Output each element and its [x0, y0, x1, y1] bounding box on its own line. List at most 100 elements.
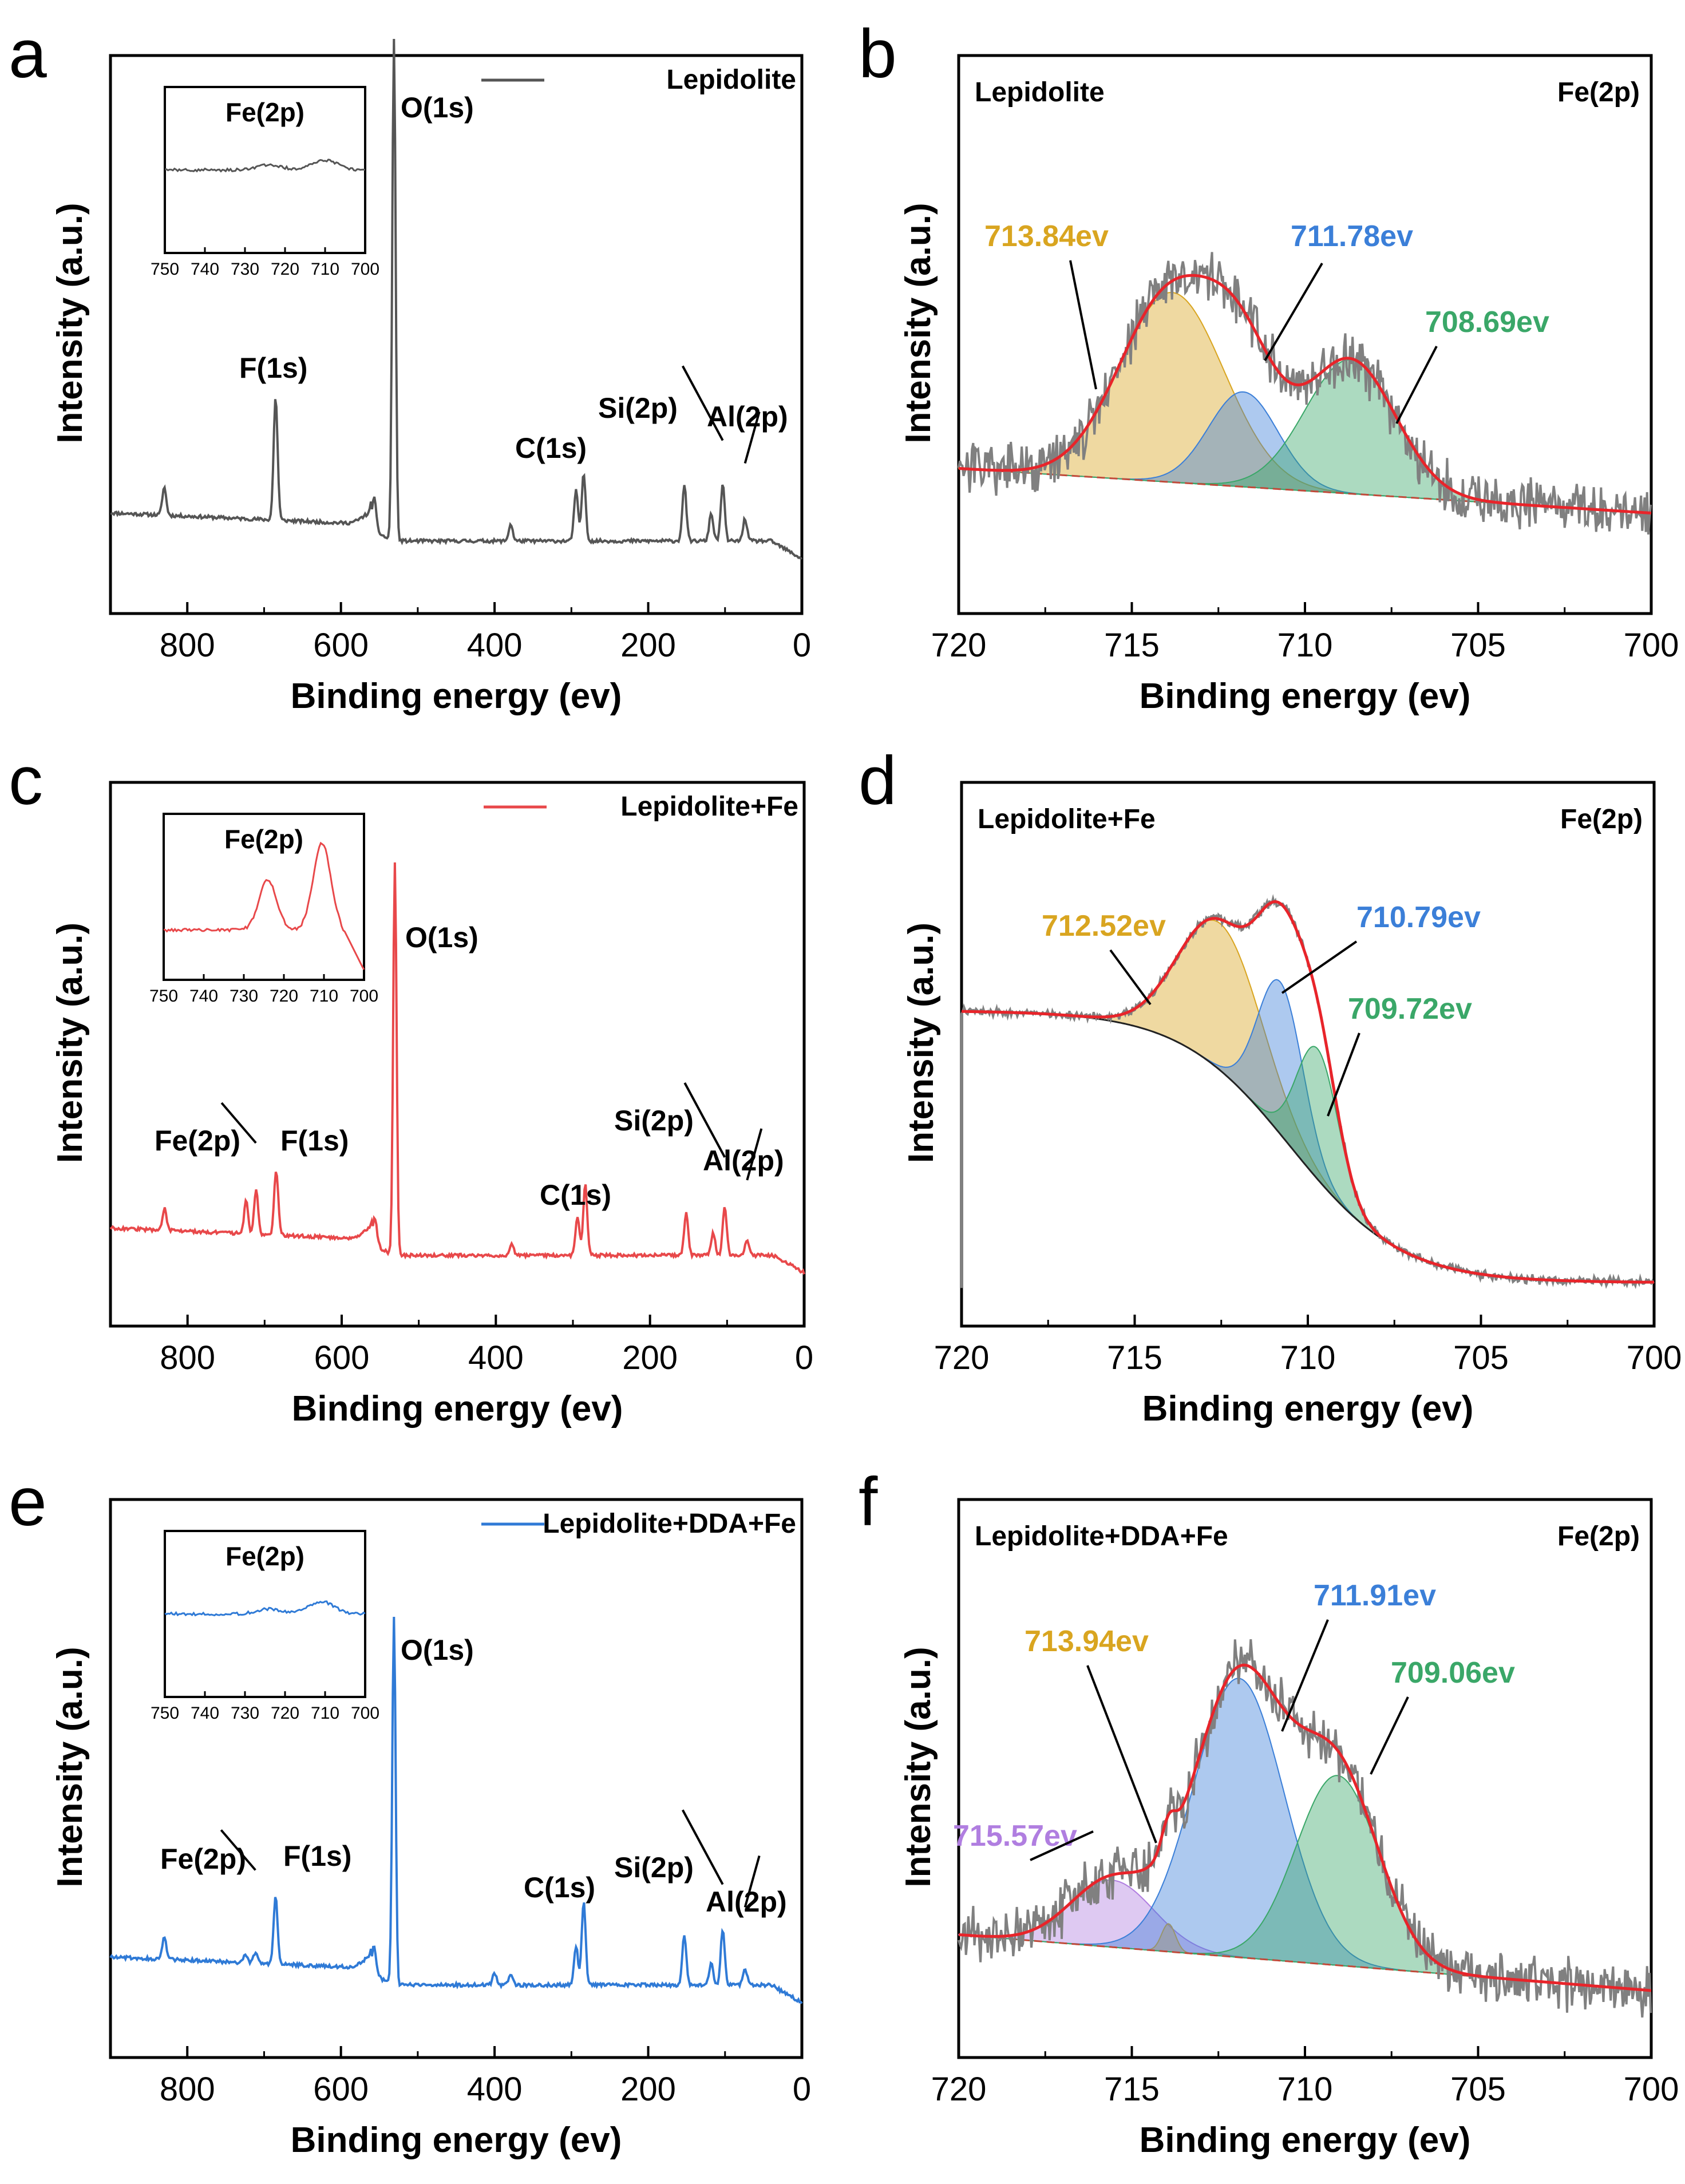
- inset-tick-label: 710: [310, 987, 338, 1006]
- x-tick-label: 600: [313, 627, 369, 664]
- component-label: 713.84ev: [984, 220, 1109, 253]
- panel-letter: a: [9, 15, 47, 92]
- panel-a: a 800 600 400 200 0 Binding energy (ev) Intensi…: [9, 15, 811, 716]
- inset-tick-label: 710: [311, 1704, 339, 1723]
- x-tick-label: 710: [1277, 627, 1333, 664]
- peak-annotation: O(1s): [401, 1634, 474, 1666]
- inset-line: [163, 841, 365, 970]
- leader-line: [743, 1855, 761, 1908]
- leader-line: [746, 1128, 763, 1181]
- leader-line: [220, 1829, 256, 1871]
- leader-line: [1395, 346, 1438, 424]
- inset-title: Fe(2p): [226, 1541, 304, 1571]
- inset-tick-label: 730: [230, 987, 258, 1006]
- element-label: Fe(2p): [1557, 77, 1640, 108]
- x-tick-label: 200: [622, 1339, 678, 1376]
- survey-line: [109, 862, 805, 1275]
- legend-label: Lepidolite+DDA+Fe: [543, 1509, 796, 1539]
- inset-line: [164, 1600, 366, 1617]
- leader-line: [681, 365, 724, 441]
- fit-component: [958, 1775, 1652, 1991]
- x-tick-label: 0: [793, 2071, 811, 2108]
- panel-letter: f: [859, 1463, 878, 1540]
- peak-annotation: O(1s): [401, 92, 474, 124]
- leader-line: [1069, 260, 1097, 390]
- inset-tick-label: 720: [271, 1704, 299, 1723]
- x-tick-label: 0: [793, 627, 811, 664]
- peak-annotation: C(1s): [524, 1872, 595, 1904]
- x-tick-label: 700: [1624, 627, 1679, 664]
- peak-annotation: C(1s): [540, 1179, 611, 1211]
- x-tick-label: 200: [620, 627, 676, 664]
- y-axis-title: Intensity (a.u.): [901, 923, 941, 1163]
- x-tick-label: 700: [1627, 1339, 1682, 1376]
- inset-frame: [163, 813, 365, 981]
- legend-label: Lepidolite: [666, 65, 796, 95]
- element-label: Fe(2p): [1557, 1521, 1640, 1552]
- sample-label: Lepidolite: [975, 77, 1105, 108]
- leader-line: [1086, 1665, 1157, 1843]
- x-tick-label: 400: [467, 627, 523, 664]
- component-label: 713.94ev: [1025, 1625, 1149, 1658]
- x-tick-label: 705: [1450, 627, 1506, 664]
- x-tick-label: 0: [795, 1339, 813, 1376]
- component-label: 709.72ev: [1348, 992, 1472, 1026]
- peak-annotation: F(1s): [239, 352, 307, 384]
- x-tick-label: 720: [934, 1339, 990, 1376]
- inset-fe2p: Fe(2p) 750 740 730 720 710 700: [149, 813, 378, 1006]
- component-label: 712.52ev: [1042, 909, 1166, 943]
- leader-line: [683, 1082, 726, 1158]
- panel-letter: e: [9, 1463, 47, 1540]
- panel-d: d 720 715 710 705 700 Binding energy (ev) Inten…: [859, 742, 1682, 1429]
- x-tick-label: 400: [467, 2071, 523, 2108]
- survey-line: [109, 1616, 803, 2004]
- component-label: 711.91ev: [1314, 1579, 1436, 1612]
- peak-annotation: F(1s): [280, 1125, 349, 1157]
- x-tick-label: 800: [160, 2071, 215, 2108]
- x-tick-label: 800: [160, 627, 215, 664]
- component-label: 708.69ev: [1425, 306, 1549, 339]
- fit-baseline: [958, 1934, 1652, 1992]
- panel-e: e 800 600 400 200 0 Binding energy (ev) Intensi…: [9, 1463, 811, 2160]
- x-tick-label: 710: [1280, 1339, 1336, 1376]
- inset-tick-label: 700: [351, 1704, 379, 1723]
- fit-component: [962, 1011, 1654, 1283]
- leader-line: [220, 1102, 257, 1144]
- component-label: 709.06ev: [1391, 1656, 1515, 1690]
- x-axis-title: Binding energy (ev): [1140, 676, 1471, 716]
- inset-tick-label: 750: [151, 260, 179, 279]
- inset-tick-label: 700: [351, 260, 379, 279]
- leader-line: [1109, 949, 1152, 1006]
- inset-tick-label: 750: [151, 1704, 179, 1723]
- sample-label: Lepidolite+Fe: [978, 804, 1156, 834]
- y-axis-title: Intensity (a.u.): [899, 1647, 938, 1887]
- y-axis-title: Intensity (a.u.): [899, 203, 938, 443]
- x-axis-title: Binding energy (ev): [292, 1389, 623, 1429]
- y-axis-title: Intensity (a.u.): [50, 203, 90, 443]
- inset-title: Fe(2p): [224, 824, 303, 854]
- inset-title: Fe(2p): [226, 97, 304, 127]
- leader-line: [1281, 940, 1358, 994]
- inset-tick-label: 720: [271, 260, 299, 279]
- y-axis-title: Intensity (a.u.): [50, 923, 90, 1163]
- inset-tick-label: 740: [191, 260, 219, 279]
- leader-line: [1030, 1830, 1094, 1861]
- x-tick-label: 400: [468, 1339, 524, 1376]
- leader-line: [743, 411, 761, 464]
- inset-tick-label: 750: [149, 987, 178, 1006]
- inset-tick-label: 700: [350, 987, 378, 1006]
- x-tick-label: 600: [313, 2071, 369, 2108]
- legend-label: Lepidolite+Fe: [620, 792, 798, 822]
- component-label: 711.78ev: [1291, 220, 1413, 253]
- leader-line: [1281, 1619, 1329, 1732]
- panel-letter: c: [9, 742, 43, 819]
- x-tick-label: 200: [620, 2071, 676, 2108]
- x-tick-label: 705: [1450, 2071, 1506, 2108]
- peak-annotation: Fe(2p): [155, 1125, 240, 1157]
- inset-tick-label: 730: [231, 1704, 259, 1723]
- survey-line: [110, 38, 802, 560]
- leader-line: [1370, 1696, 1409, 1775]
- inset-tick-label: 740: [191, 1704, 219, 1723]
- fit-envelope: [962, 900, 1654, 1284]
